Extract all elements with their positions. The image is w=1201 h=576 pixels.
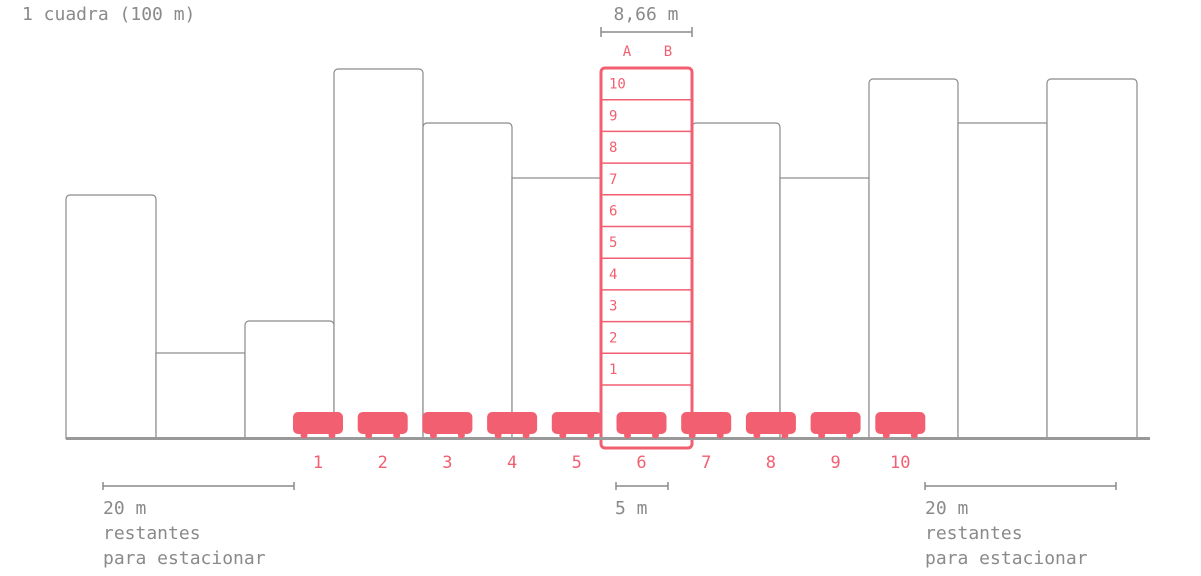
wheel [559,431,567,439]
wheel [522,431,530,439]
wheel [716,431,724,439]
car-label: 8 [766,453,776,473]
distance: 20 m [925,498,968,519]
car-label: 1 [313,453,323,473]
car-body [681,412,732,434]
car-body [810,412,861,434]
car-label: 5 [572,453,582,473]
car-length-label: 5 m [615,498,648,519]
column-label: B [664,44,672,60]
wheel [910,431,918,439]
floor-label: 8 [609,140,617,156]
car-label: 7 [701,453,711,473]
wheel [429,431,437,439]
car-label: 3 [442,453,452,473]
car [810,412,861,439]
car-body [616,412,667,434]
car [745,412,796,439]
note: para estacionar [103,548,266,569]
car [422,412,473,439]
note: restantes [103,523,201,544]
remaining-left: 20 m restantes para estacionar [102,482,295,569]
column-label: A [623,44,632,60]
car [487,412,538,439]
floor-label: 1 [609,362,617,378]
wheel [494,431,502,439]
wheel [781,431,789,439]
car-body [745,412,796,434]
floor-label: 10 [609,77,626,93]
wheel [300,431,308,439]
car-label: 6 [636,453,646,473]
wheel [882,431,890,439]
wheel [328,431,336,439]
car-body [487,412,538,434]
wheel [587,431,595,439]
car-length: 5 m [615,482,669,519]
car-label: 10 [890,453,910,473]
car-body [422,412,473,434]
floor-label: 6 [609,204,617,220]
cars: 1 2 3 4 5 6 7 8 9 10 [293,412,926,473]
note: restantes [925,523,1023,544]
car-label: 4 [507,453,517,473]
car-label: 9 [830,453,840,473]
wheel [457,431,465,439]
wheel [753,431,761,439]
note: para estacionar [925,548,1088,569]
tower: 1 2 3 4 5 6 7 8 9 10 [599,66,694,450]
tower-width: 8,66 m A B [600,4,693,60]
car-body [293,412,343,434]
wheel [818,431,826,439]
wheel [624,431,631,439]
floor-label: 7 [609,172,617,188]
wheel [688,431,696,439]
title: 1 cuadra (100 m) [22,4,195,25]
car-body [875,412,926,434]
wheel [393,431,401,439]
floor-label: 5 [609,235,617,251]
width-label: 8,66 m [613,4,678,25]
car [357,412,408,439]
car-body [357,412,408,434]
car [551,412,602,439]
wheel [846,431,854,439]
buildings [65,68,1138,459]
floor-label: 9 [609,108,617,124]
wheel [652,431,659,439]
wheel [365,431,373,439]
floor-label: 2 [609,330,617,346]
floor-label: 3 [609,299,617,315]
car [875,412,926,439]
floor-label: 4 [609,267,617,283]
car-label: 2 [378,453,388,473]
car [293,412,343,439]
remaining-right: 20 m restantes para estacionar [924,482,1117,569]
car-body [551,412,602,434]
distance: 20 m [103,498,146,519]
car [681,412,732,439]
car [616,412,667,439]
